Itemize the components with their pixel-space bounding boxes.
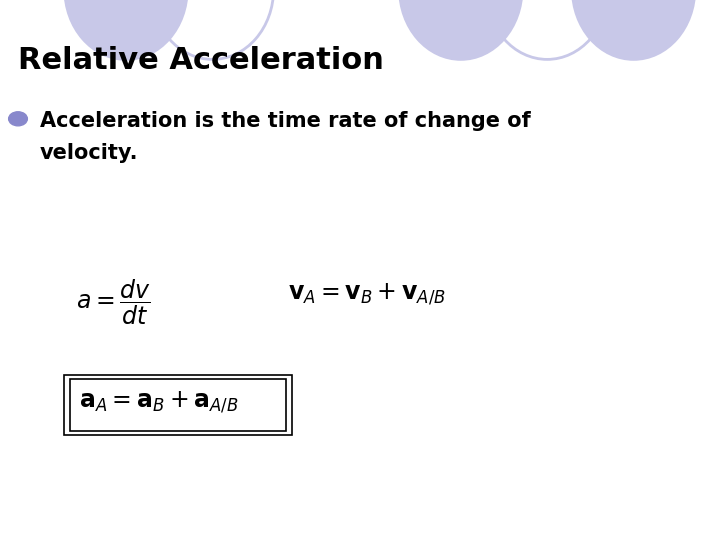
Text: velocity.: velocity.: [40, 143, 138, 163]
Ellipse shape: [572, 0, 695, 59]
Bar: [64, 375, 292, 435]
Text: $\mathbf{v}_{A} = \mathbf{v}_{B} + \mathbf{v}_{A/B}$: $\mathbf{v}_{A} = \mathbf{v}_{B} + \math…: [288, 282, 446, 307]
Text: Relative Acceleration: Relative Acceleration: [18, 46, 384, 75]
Ellipse shape: [65, 0, 187, 59]
Bar: [70, 379, 286, 431]
Text: Acceleration is the time rate of change of: Acceleration is the time rate of change …: [40, 111, 531, 131]
Text: $\mathbf{a}_{A} = \mathbf{a}_{B} + \mathbf{a}_{A/B}$: $\mathbf{a}_{A} = \mathbf{a}_{B} + \math…: [79, 390, 239, 415]
Ellipse shape: [400, 0, 522, 59]
Circle shape: [9, 112, 27, 126]
Text: $a = \dfrac{dv}{dt}$: $a = \dfrac{dv}{dt}$: [76, 278, 150, 327]
